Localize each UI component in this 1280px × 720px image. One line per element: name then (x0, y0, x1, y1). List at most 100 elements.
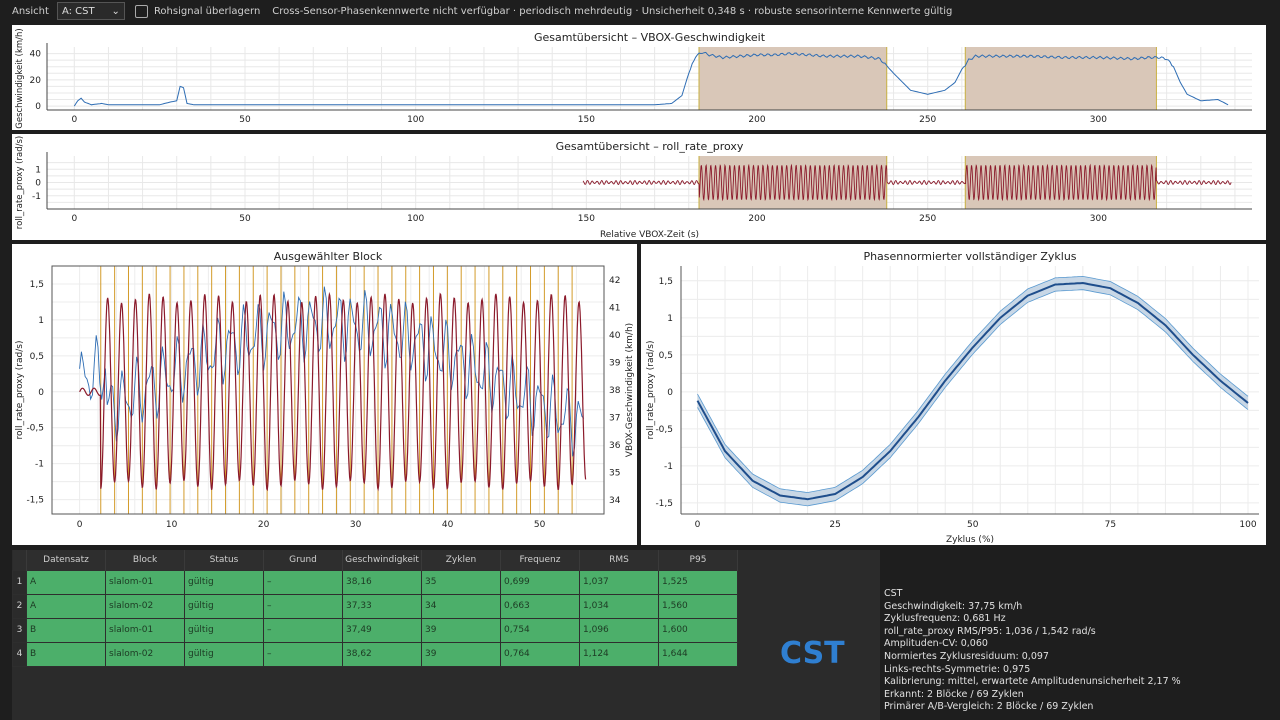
table-cell[interactable]: B (26, 617, 106, 643)
y-tick-label: -0,5 (655, 425, 673, 435)
view-select[interactable]: A: CST ⌄ (56, 2, 125, 20)
table-cell[interactable]: 37,49 (342, 617, 422, 643)
table-cell[interactable]: 0,699 (500, 569, 580, 595)
table-cell[interactable]: 0,764 (500, 641, 580, 667)
y-tick-label: 0 (35, 179, 41, 189)
status-text: Cross-Sensor-Phasenkennwerte nicht verfü… (272, 5, 953, 17)
table-cell[interactable]: 0,754 (500, 617, 580, 643)
x-tick-label: 20 (258, 520, 270, 530)
table-cell[interactable]: A (26, 593, 106, 619)
overview-roll-chart[interactable]: 0 50 100 150 200 250 300 1 0 -1 Gesamtübersicht – … (12, 134, 1266, 240)
table-cell[interactable]: 1,096 (579, 617, 659, 643)
table-cell[interactable]: 1,644 (658, 641, 738, 667)
block-chart[interactable]: 0 10 20 30 40 50 1,5 1 0,5 0 -0,5 -1 -1,5 42 41 40 39 38 3… (12, 244, 637, 545)
y-tick-label: -1,5 (26, 496, 44, 506)
table-cell[interactable]: gültig (184, 617, 264, 643)
table-cell[interactable]: 1,525 (658, 569, 738, 595)
table-corner (12, 550, 27, 570)
column-header[interactable]: Frequenz (500, 550, 580, 570)
table-cell[interactable]: – (263, 617, 343, 643)
table-cell[interactable]: B (26, 641, 106, 667)
table-cell[interactable]: – (263, 641, 343, 667)
info-line: Erkannt: 2 Blöcke / 69 Zyklen (884, 688, 1024, 700)
y-tick-label: 0 (35, 102, 41, 112)
table-cell[interactable]: slalom-02 (105, 593, 185, 619)
phase-chart[interactable]: 0 25 50 75 100 1,5 1 0,5 0 -0,5 -1 -1,5 Phasennormie… (641, 244, 1266, 545)
table-cell[interactable]: 37,33 (342, 593, 422, 619)
column-header[interactable]: RMS (579, 550, 659, 570)
column-header[interactable]: Grund (263, 550, 343, 570)
table-cell[interactable]: 34 (421, 593, 501, 619)
view-select-value: A: CST (61, 5, 95, 17)
raw-overlay-checkbox[interactable] (134, 4, 148, 18)
results-table-area: Datensatz Block Status Grund Geschwindigkeit… (12, 550, 880, 720)
y-tick-label: 40 (30, 50, 42, 60)
x-tick-label: 10 (166, 520, 178, 530)
info-line: Zyklusfrequenz: 0,681 Hz (884, 613, 1006, 625)
table-cell[interactable]: 1,034 (579, 593, 659, 619)
y-tick-label: 1 (667, 314, 673, 324)
y2-tick-label: 38 (609, 386, 621, 396)
column-header[interactable]: Geschwindigkeit (342, 550, 422, 570)
x-axis-label: Zyklus (%) (946, 535, 994, 545)
table-cell[interactable]: – (263, 593, 343, 619)
raw-overlay-label[interactable]: Rohsignal überlagern (153, 5, 261, 17)
info-line: Amplituden-CV: 0,060 (884, 638, 988, 650)
table-cell[interactable]: 1,124 (579, 641, 659, 667)
table-cell[interactable]: gültig (184, 641, 264, 667)
roll-series-line (79, 291, 587, 492)
column-header[interactable]: Status (184, 550, 264, 570)
table-cell[interactable]: slalom-01 (105, 617, 185, 643)
table-cell[interactable]: 1,037 (579, 569, 659, 595)
column-header[interactable]: Zyklen (421, 550, 501, 570)
table-cell[interactable]: 0,663 (500, 593, 580, 619)
y2-tick-label: 35 (609, 469, 620, 479)
x-tick-label: 0 (71, 115, 77, 125)
roll-series-line (582, 163, 1232, 202)
view-label: Ansicht (12, 5, 49, 17)
table-cell[interactable]: 1,600 (658, 617, 738, 643)
y-tick-label: -1 (664, 462, 673, 472)
table-cell[interactable]: 1,560 (658, 593, 738, 619)
y2-tick-label: 40 (609, 331, 621, 341)
x-tick-label: 200 (748, 115, 765, 125)
x-axis-label: Relative VBOX-Zeit (s) (600, 230, 699, 240)
table-cell[interactable]: slalom-02 (105, 641, 185, 667)
table-cell[interactable]: A (26, 569, 106, 595)
x-tick-label: 25 (829, 520, 840, 530)
y-tick-label: 1,5 (30, 280, 44, 290)
column-header[interactable]: Block (105, 550, 185, 570)
table-cell[interactable]: – (263, 569, 343, 595)
table-cell[interactable]: 38,16 (342, 569, 422, 595)
x-tick-label: 300 (1090, 115, 1107, 125)
table-cell[interactable]: gültig (184, 569, 264, 595)
column-header[interactable]: Datensatz (26, 550, 106, 570)
table-cell[interactable]: gültig (184, 593, 264, 619)
row-number: 1 (12, 569, 27, 595)
y-tick-label: -1,5 (655, 499, 673, 509)
info-line: CST (884, 588, 903, 599)
table-cell[interactable]: 38,62 (342, 641, 422, 667)
x-tick-label: 0 (77, 520, 83, 530)
x-tick-label: 250 (919, 214, 936, 224)
table-cell[interactable]: 39 (421, 641, 501, 667)
y-tick-label: 1 (38, 316, 44, 326)
x-tick-label: 0 (71, 214, 77, 224)
y-axis-label: roll_rate_proxy (rad/s) (15, 341, 25, 440)
x-tick-label: 50 (534, 520, 546, 530)
table-cell[interactable]: 35 (421, 569, 501, 595)
table-cell[interactable]: slalom-01 (105, 569, 185, 595)
y2-axis-label: VBOX-Geschwindigkeit (km/h) (625, 323, 635, 457)
y2-tick-label: 34 (609, 496, 621, 506)
y2-tick-label: 42 (609, 276, 620, 286)
y-tick-label: 0 (667, 388, 673, 398)
column-header[interactable]: P95 (658, 550, 738, 570)
x-tick-label: 50 (239, 115, 251, 125)
table-cell[interactable]: 39 (421, 617, 501, 643)
x-tick-label: 0 (695, 520, 701, 530)
overview-speed-chart[interactable]: 0 50 100 150 200 250 300 40 20 0 Gesamtübersicht –… (12, 25, 1266, 130)
